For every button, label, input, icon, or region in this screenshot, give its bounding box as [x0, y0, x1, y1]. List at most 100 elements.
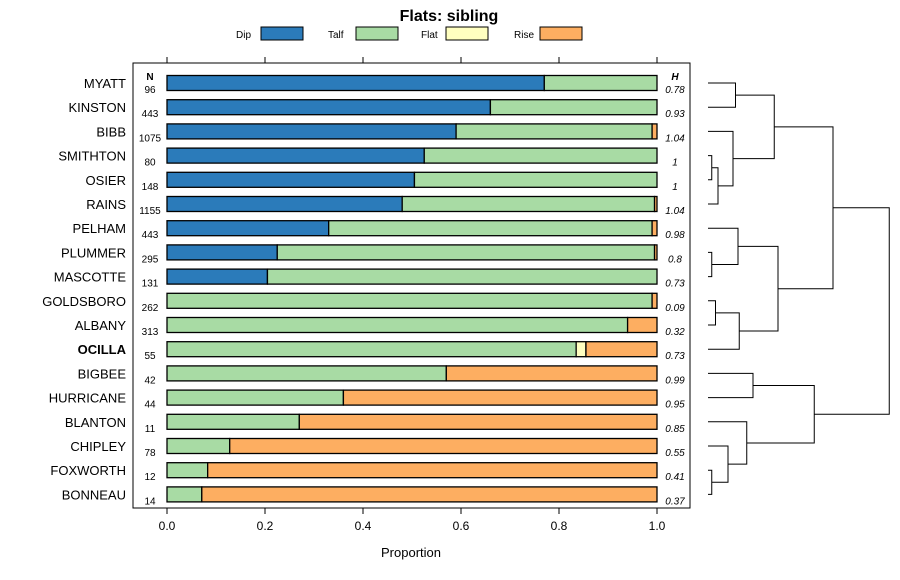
bar-segment-dip	[166, 99, 492, 116]
row-label: RAINS	[86, 197, 126, 212]
row-label: OSIER	[86, 173, 126, 188]
bar-segment-talf	[166, 365, 447, 382]
dendrogram	[708, 82, 890, 495]
bar-segment-talf	[166, 486, 203, 503]
x-tick-label: 0.6	[453, 519, 470, 533]
bar-segment-dip	[166, 244, 278, 261]
bar-segment-talf	[328, 220, 653, 237]
x-tick-label: 1.0	[649, 519, 666, 533]
bar-segment-dip	[166, 195, 403, 213]
legend-label-talf: Talf	[328, 30, 344, 41]
bar-segment-rise	[651, 123, 658, 140]
legend-label-dip: Dip	[236, 30, 251, 41]
n-value: 443	[142, 109, 159, 120]
h-value: 0.8	[668, 254, 682, 265]
bar-segment-rise	[298, 413, 658, 430]
row-label: PLUMMER	[61, 245, 126, 260]
bar-row: OSIER 148 1	[86, 171, 678, 193]
dendrogram-link	[738, 245, 779, 332]
x-tick-label: 0.4	[355, 519, 372, 533]
bar-segment-talf	[166, 389, 345, 406]
bar-segment-talf	[489, 99, 658, 116]
dendrogram-link	[708, 445, 729, 483]
n-value: 295	[142, 254, 159, 265]
n-value: 148	[142, 182, 159, 193]
legend-label-flat: Flat	[421, 30, 438, 41]
row-label: FOXWORTH	[50, 463, 126, 478]
row-label: KINSTON	[68, 100, 126, 115]
bar-segment-talf	[266, 268, 658, 285]
bar-segment-dip	[166, 220, 330, 237]
n-value: 80	[144, 158, 156, 169]
row-label: CHIPLEY	[70, 439, 126, 454]
h-value: 0.78	[665, 85, 685, 96]
bar-row: ALBANY 313 0.32	[75, 316, 685, 338]
n-value: 443	[142, 230, 159, 241]
dendrogram-link	[708, 155, 713, 181]
n-value: 313	[142, 327, 159, 338]
bar-row: PLUMMER 295 0.8	[61, 244, 682, 265]
row-label: SMITHTON	[58, 149, 126, 164]
bar-segment-dip	[166, 74, 545, 92]
bar-segment-talf	[543, 74, 658, 92]
h-value: 0.99	[665, 375, 685, 386]
row-label: BIGBEE	[78, 366, 127, 381]
row-label: BLANTON	[65, 415, 126, 430]
bar-segment-dip	[166, 171, 416, 188]
n-value: 78	[144, 448, 156, 459]
bar-row: HURRICANE 44 0.95	[49, 389, 685, 411]
legend-swatch-dip	[260, 26, 304, 41]
bar-segment-rise	[445, 365, 658, 382]
dendrogram-link	[708, 227, 739, 265]
n-value: 131	[142, 279, 159, 290]
n-value: 14	[144, 496, 156, 507]
dendrogram-link	[708, 421, 748, 465]
bar-segment-talf	[276, 244, 656, 261]
bar-segment-rise	[626, 316, 658, 334]
h-value: 0.95	[665, 400, 685, 411]
n-value: 96	[144, 85, 156, 96]
x-tick-label: 0.0	[159, 519, 176, 533]
n-value: 42	[144, 375, 156, 386]
bar-segment-rise	[653, 244, 658, 261]
h-value: 0.55	[665, 448, 685, 459]
row-label: HURRICANE	[49, 391, 127, 406]
bar-row: OCILLA 55 0.73	[78, 341, 685, 362]
n-column-header: N	[146, 72, 153, 83]
bar-row: FOXWORTH 12 0.41	[50, 462, 685, 483]
h-value: 0.32	[665, 327, 685, 338]
bar-segment-talf	[166, 292, 653, 309]
bar-segment-talf	[401, 195, 656, 213]
row-label: PELHAM	[73, 221, 126, 236]
dendrogram-link	[708, 300, 716, 326]
h-value: 1.04	[665, 133, 685, 144]
dendrogram-link	[708, 167, 719, 205]
legend-swatch-rise	[539, 26, 583, 41]
chart-title: Flats: sibling	[400, 8, 499, 25]
row-label: BONNEAU	[62, 487, 126, 502]
bar-segment-talf	[455, 123, 653, 140]
bar-row: CHIPLEY 78 0.55	[70, 437, 685, 459]
bar-segment-talf	[166, 316, 629, 334]
h-value: 0.85	[665, 424, 685, 435]
bar-row: BIGBEE 42 0.99	[78, 365, 685, 386]
dendrogram-link	[733, 94, 775, 160]
bar-segment-talf	[166, 413, 300, 430]
h-value: 1.04	[665, 206, 685, 217]
row-label: ALBANY	[75, 318, 127, 333]
bar-row: BLANTON 11 0.85	[65, 413, 685, 435]
n-value: 44	[144, 400, 156, 411]
legend-swatch-flat	[445, 26, 489, 41]
h-value: 0.73	[665, 279, 685, 290]
bar-segment-rise	[651, 220, 658, 237]
bar-row: GOLDSBORO 262 0.09	[42, 292, 685, 314]
dendrogram-link	[774, 126, 834, 290]
h-value: 0.93	[665, 109, 685, 120]
bar-segment-dip	[166, 268, 269, 285]
dendrogram-link	[814, 207, 890, 415]
dendrogram-link	[746, 385, 815, 444]
bar-segment-talf	[166, 462, 209, 479]
n-value: 11	[145, 424, 156, 435]
row-label: MYATT	[84, 76, 126, 91]
